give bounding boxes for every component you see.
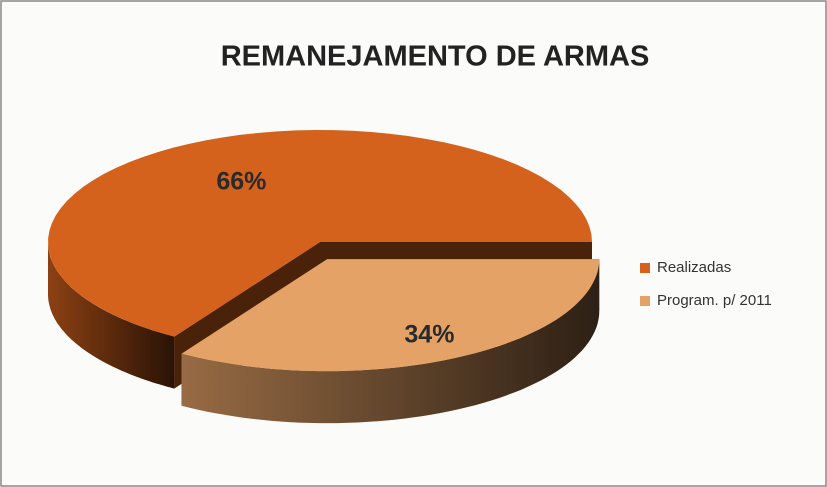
data-label: 66% (216, 168, 266, 196)
legend-swatch (640, 296, 650, 306)
slice-top (181, 259, 600, 372)
legend-swatch (640, 263, 650, 273)
slice-side-shade (48, 242, 175, 389)
slice-top (48, 130, 593, 337)
slice (181, 259, 600, 424)
chart-title: REMANEJAMENTO DE ARMAS (221, 41, 650, 73)
legend-label: Program. p/ 2011 (657, 292, 772, 309)
legend-label: Realizadas (657, 259, 731, 276)
data-label: 34% (404, 320, 454, 348)
slice-side-shade (181, 259, 600, 424)
